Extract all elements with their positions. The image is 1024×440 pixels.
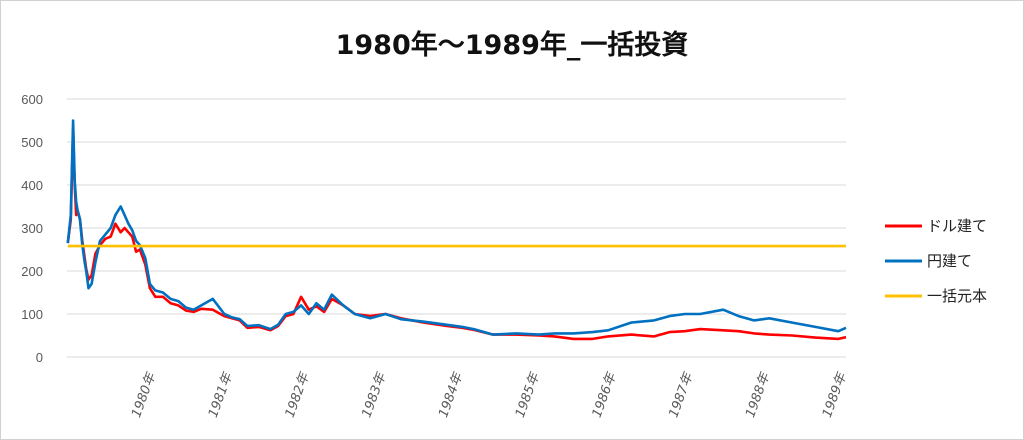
legend-label-1: 円建て (927, 252, 972, 270)
y-tick-label: 500 (21, 135, 43, 150)
y-tick-label: 100 (21, 307, 43, 322)
y-tick-label: 300 (21, 221, 43, 236)
chart-title: 1980年～1989年_一括投資 (335, 30, 689, 61)
x-tick-label: 1985年 (513, 369, 544, 419)
x-tick-label: 1983年 (359, 369, 390, 419)
x-tick-label: 1987年 (666, 369, 697, 419)
y-tick-label: 600 (21, 92, 43, 107)
x-tick-label: 1980年 (129, 369, 160, 419)
series-line-1 (66, 119, 847, 336)
legend-label-0: ドル建て (927, 217, 987, 235)
x-tick-label: 1988年 (743, 369, 774, 419)
x-tick-label: 1986年 (590, 369, 621, 419)
x-tick-label: 1981年 (206, 369, 237, 419)
y-tick-label: 200 (21, 264, 43, 279)
y-tick-label: 400 (21, 178, 43, 193)
x-tick-label: 1982年 (283, 369, 314, 419)
legend-label-2: 一括元本 (927, 287, 987, 305)
x-tick-label: 1989年 (820, 369, 851, 419)
y-tick-label: 0 (36, 350, 43, 365)
x-tick-label: 1984年 (436, 369, 467, 419)
